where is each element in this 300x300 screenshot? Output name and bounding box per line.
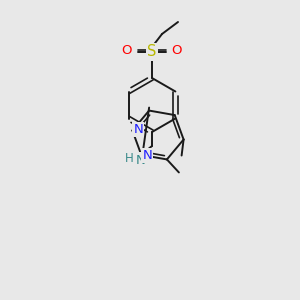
Text: N: N [134,123,143,136]
Text: N: N [142,149,152,162]
Text: O: O [122,44,132,58]
Text: N: N [136,154,146,166]
Text: S: S [147,44,157,59]
Text: H: H [124,152,134,164]
Text: O: O [172,44,182,58]
